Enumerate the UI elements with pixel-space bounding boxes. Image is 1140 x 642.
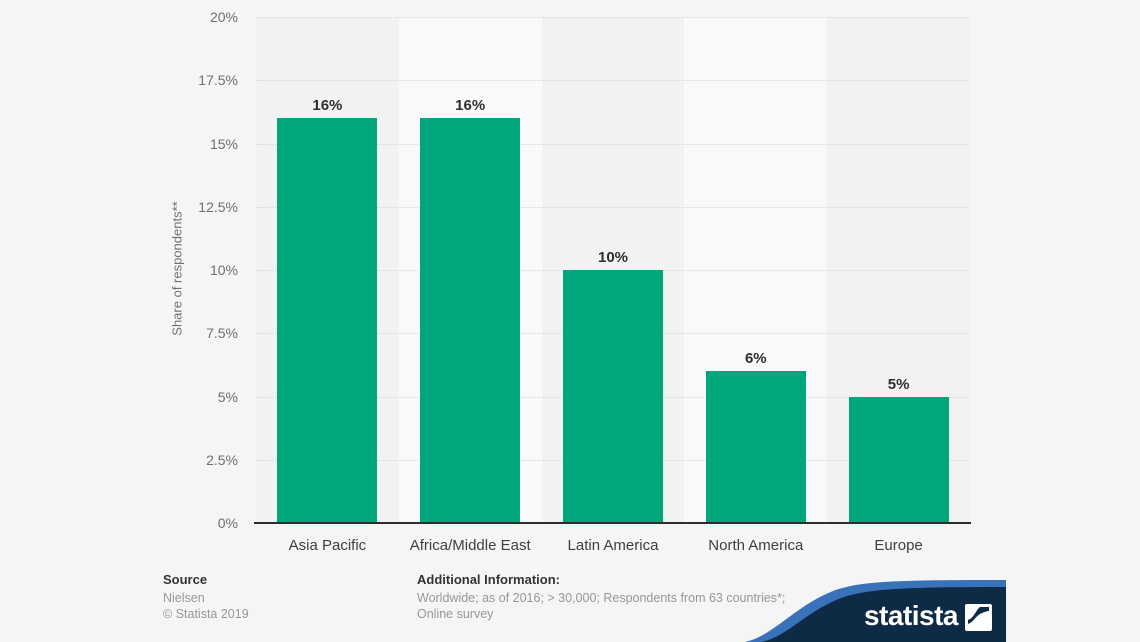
gridline [256,17,970,18]
bar-value-label: 10% [597,249,629,266]
category-label: North America [708,537,804,554]
category-label: Asia Pacific [288,537,367,554]
bar-value-label: 5% [887,375,910,393]
gridline [256,206,970,208]
additional-info-label: Additional Information: [417,572,560,587]
bar-africa-middle-east [420,118,521,523]
statista-wave-shape [745,580,1006,642]
gridline [256,143,970,145]
y-tick-label: 10% [209,262,238,278]
additional-info-line-2: Online survey [417,607,494,621]
bar-north-america [705,371,806,523]
bar-asia-pacific [277,118,378,523]
x-axis-line [254,522,971,524]
bar-value-label: 6% [744,350,767,368]
statista-logo-icon [965,604,992,631]
y-tick-label: 17.5% [198,72,238,89]
y-tick-label: 2.5% [206,451,238,468]
y-tick-label: 5% [217,388,238,405]
plot-area: 16% 16% 10% 6% 5% [256,17,970,523]
source-name: Nielsen [163,591,205,605]
bar-europe [848,396,949,523]
statista-logo-text: statista [863,600,959,631]
category-label: Europe [874,537,923,554]
bar-latin-america [563,270,663,523]
y-tick-label: 20% [209,9,238,25]
gridline [256,80,970,82]
y-axis-title: Share of respondents** [169,201,185,336]
source-block: Source Nielsen © Statista 2019 [163,572,249,622]
additional-info-block: Additional Information: Worldwide; as of… [417,572,785,622]
additional-info-line-1: Worldwide; as of 2016; > 30,000; Respond… [417,591,786,605]
y-tick-label: 15% [209,135,238,152]
y-tick-label: 7.5% [206,325,238,342]
bar-value-label: 16% [455,97,486,115]
category-label: Africa/Middle East [409,537,531,554]
category-label: Latin America [567,537,659,554]
source-label: Source [163,572,208,587]
bar-value-label: 16% [312,97,343,115]
y-tick-label: 12.5% [198,198,238,215]
statista-wave: statista [745,578,1006,642]
y-tick-label: 0% [217,515,238,531]
copyright-text: © Statista 2019 [163,607,249,621]
statista-logo: statista [864,602,992,633]
